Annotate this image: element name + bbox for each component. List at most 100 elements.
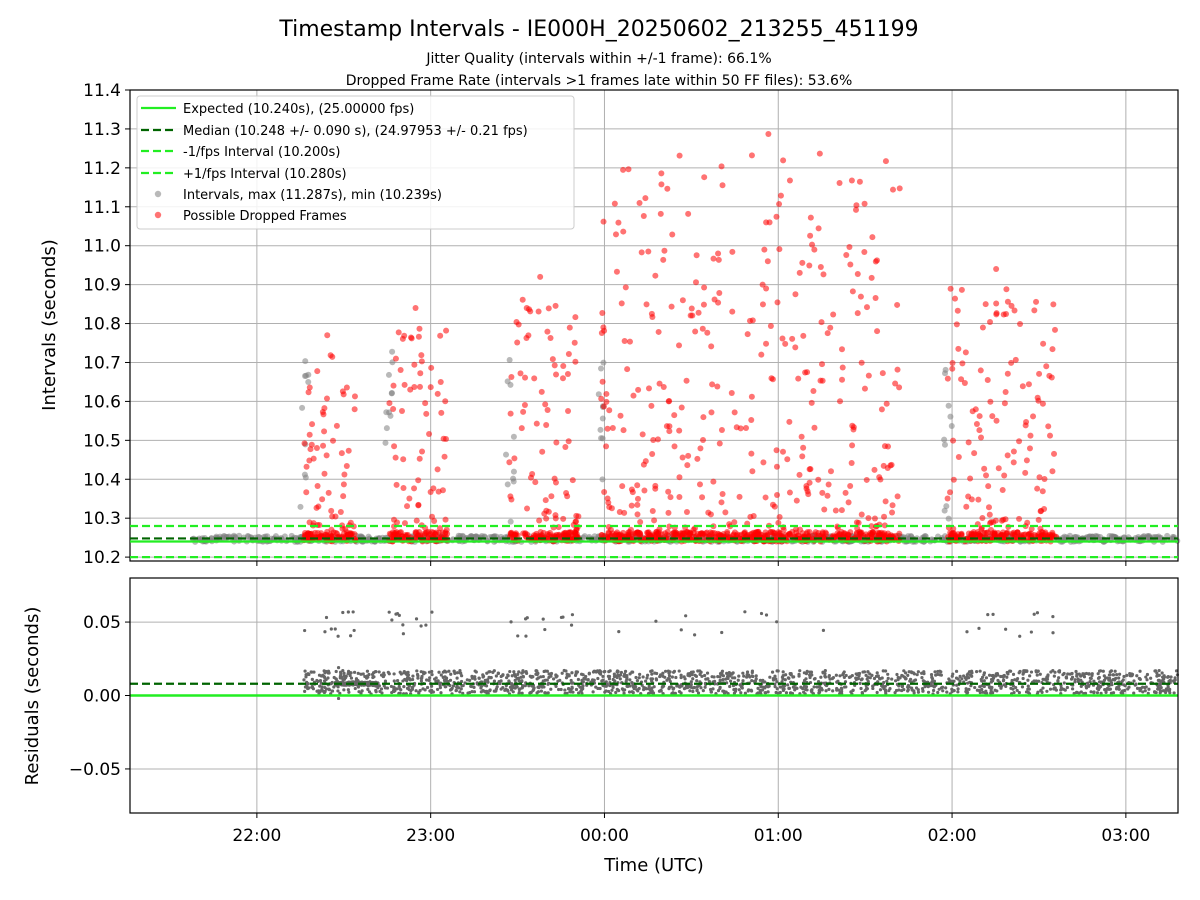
dropped-frame-point [700, 414, 707, 421]
dropped-frame-point [1027, 432, 1034, 439]
residual-point [698, 680, 702, 684]
dropped-frame-point [799, 259, 806, 266]
dropped-frame-point [537, 273, 544, 280]
residual-point [819, 675, 823, 679]
residual-point [1023, 670, 1027, 674]
residual-point [499, 687, 503, 691]
residual-point [1004, 684, 1008, 688]
dropped-frame-point [694, 455, 701, 462]
residual-point [933, 670, 937, 674]
residual-point [780, 680, 784, 684]
residual-point [1044, 677, 1048, 681]
dropped-frame-point [684, 462, 691, 469]
residual-point [417, 690, 421, 694]
dropped-frame-point [1019, 383, 1026, 390]
dropped-frame-point [854, 270, 861, 277]
dropped-frame-point [786, 489, 793, 496]
dropped-frame-point [764, 258, 771, 265]
dropped-frame-point [630, 392, 637, 399]
residual-point [646, 673, 650, 677]
residual-point [332, 675, 336, 680]
dropped-frame-point [692, 279, 699, 286]
dropped-frame-point [872, 258, 879, 265]
dropped-frame-point [806, 262, 813, 269]
residual-point [523, 617, 528, 621]
dropped-frame-point [544, 328, 551, 335]
residual-point [1104, 689, 1108, 693]
dropped-frame-point [1000, 311, 1007, 318]
top-panel-reference-lines [130, 524, 1178, 559]
dropped-frame-point [715, 250, 722, 257]
residual-point [791, 675, 795, 679]
dropped-frame-point [995, 465, 1002, 472]
residual-point [506, 689, 510, 693]
dropped-frame-point [416, 383, 423, 390]
dropped-frame-point [759, 301, 766, 308]
dropped-frame-point [759, 281, 766, 288]
residual-point [648, 687, 652, 691]
residual-point [327, 671, 331, 675]
residual-point [778, 685, 783, 689]
residual-point [435, 687, 440, 692]
residual-point [434, 676, 438, 680]
residual-point [332, 685, 336, 689]
dropped-frame-point [415, 477, 422, 484]
dropped-frame-point [719, 491, 726, 498]
residual-point [574, 687, 579, 692]
dropped-frame-point [622, 284, 629, 291]
residual-point [359, 691, 363, 695]
residual-point [380, 691, 384, 695]
residual-point [838, 674, 842, 678]
residual-point [728, 679, 733, 683]
dropped-frame-point [792, 344, 799, 351]
residual-point [781, 677, 785, 681]
residual-point [691, 686, 696, 690]
dropped-frame-point [419, 448, 426, 455]
interval-point [297, 503, 304, 510]
residual-point [618, 673, 623, 677]
dropped-frame-point [695, 309, 702, 316]
residual-point [1073, 680, 1077, 684]
dropped-frame-point [800, 332, 807, 339]
dropped-frame-point [955, 454, 962, 461]
residual-point [342, 688, 346, 692]
residual-point [402, 685, 406, 689]
dropped-frame-point [967, 475, 974, 482]
dropped-frame-point [880, 462, 887, 469]
residual-point [987, 673, 992, 677]
residual-point [374, 684, 378, 688]
dropped-frame-point [428, 364, 435, 371]
dropped-frame-point [958, 376, 965, 383]
dropped-frame-point [809, 241, 816, 248]
residual-point [654, 619, 658, 623]
residual-point [543, 627, 547, 632]
dropped-frame-point [972, 406, 979, 413]
dropped-frame-point [560, 531, 567, 538]
dropped-frame-point [442, 398, 449, 405]
dropped-frame-point [514, 339, 521, 346]
residual-point [843, 685, 847, 689]
interval-point [942, 370, 949, 377]
residual-point [658, 674, 662, 679]
dropped-frame-point [1041, 476, 1048, 483]
residual-point [377, 670, 381, 674]
dropped-frame-point [990, 519, 997, 526]
dropped-frame-point [648, 310, 655, 317]
residual-point [1018, 634, 1022, 638]
dropped-frame-point [627, 526, 634, 533]
residual-point [628, 684, 632, 688]
dropped-frame-point [976, 427, 983, 434]
residual-point [303, 689, 307, 693]
dropped-frame-point [611, 200, 618, 207]
residual-point [695, 679, 699, 683]
dropped-frame-point [774, 299, 781, 306]
dropped-frame-point [307, 530, 314, 537]
interval-point [507, 518, 514, 525]
residual-point [1009, 669, 1013, 673]
dropped-frame-point [621, 509, 628, 516]
residual-point [322, 669, 326, 673]
residual-point [1063, 688, 1067, 692]
residual-point [637, 686, 641, 691]
dropped-frame-point [676, 342, 683, 349]
dropped-frame-point [806, 479, 813, 486]
